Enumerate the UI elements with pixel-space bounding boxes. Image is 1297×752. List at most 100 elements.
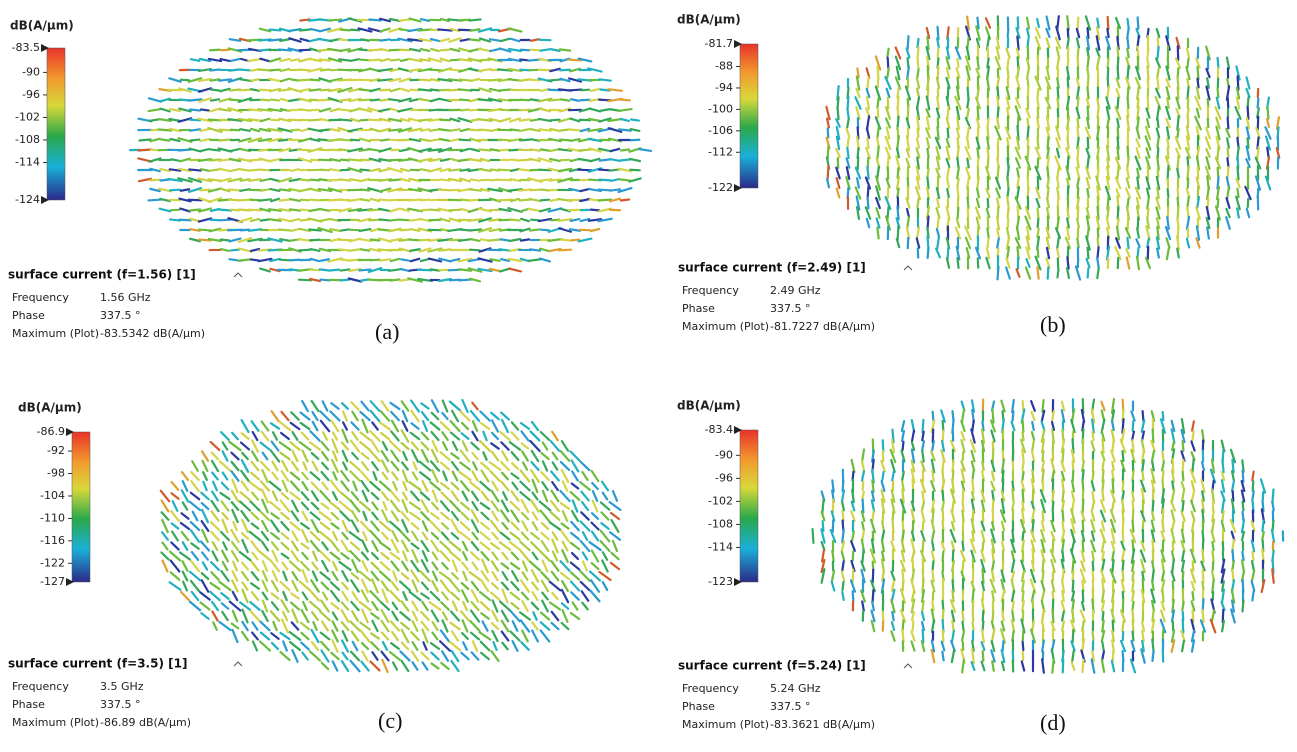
current-arrow bbox=[562, 470, 568, 482]
current-arrow bbox=[932, 471, 933, 481]
current-arrow bbox=[431, 49, 439, 51]
current-arrow bbox=[322, 622, 328, 631]
current-arrow bbox=[837, 189, 840, 198]
current-arrow bbox=[331, 523, 338, 528]
current-arrow bbox=[211, 99, 219, 100]
current-arrow bbox=[1228, 118, 1229, 129]
current-arrow bbox=[1163, 590, 1164, 602]
current-arrow bbox=[293, 451, 298, 461]
current-arrow bbox=[500, 110, 511, 111]
current-arrow bbox=[339, 562, 350, 570]
current-arrow bbox=[401, 512, 408, 520]
current-arrow bbox=[411, 492, 419, 501]
current-arrow bbox=[410, 513, 419, 519]
colorbar bbox=[47, 48, 65, 200]
current-arrow bbox=[1203, 570, 1204, 583]
current-arrow bbox=[290, 642, 300, 650]
current-arrow bbox=[603, 552, 607, 560]
current-arrow bbox=[923, 522, 924, 530]
current-arrow bbox=[917, 138, 919, 147]
current-arrow bbox=[252, 421, 259, 431]
current-arrow bbox=[1026, 267, 1030, 278]
current-arrow bbox=[837, 178, 840, 188]
current-arrow bbox=[181, 523, 189, 529]
current-arrow bbox=[1212, 531, 1215, 542]
current-arrow bbox=[322, 503, 329, 508]
current-arrow bbox=[572, 471, 578, 480]
current-arrow bbox=[958, 187, 959, 199]
current-arrow bbox=[1152, 582, 1153, 590]
current-arrow bbox=[568, 90, 581, 91]
current-arrow bbox=[499, 90, 510, 91]
current-arrow bbox=[340, 511, 349, 520]
current-arrow bbox=[372, 621, 377, 631]
current-arrow bbox=[380, 542, 390, 549]
current-arrow bbox=[1081, 611, 1085, 622]
current-arrow bbox=[1002, 522, 1004, 531]
current-arrow bbox=[1132, 432, 1134, 441]
current-arrow bbox=[520, 70, 529, 71]
current-arrow bbox=[1132, 580, 1133, 592]
current-arrow bbox=[561, 99, 570, 100]
current-arrow bbox=[192, 592, 198, 600]
current-arrow bbox=[1098, 239, 1099, 247]
collapse-icon bbox=[904, 664, 912, 668]
current-arrow bbox=[213, 622, 217, 629]
current-arrow bbox=[923, 630, 924, 643]
current-arrow bbox=[242, 540, 247, 552]
current-arrow bbox=[312, 630, 319, 642]
current-arrow bbox=[1257, 147, 1258, 159]
current-arrow bbox=[873, 590, 874, 602]
current-arrow bbox=[1197, 79, 1198, 88]
current-arrow bbox=[590, 571, 600, 580]
current-arrow bbox=[1042, 470, 1043, 483]
current-arrow bbox=[333, 472, 336, 479]
current-arrow bbox=[409, 482, 420, 490]
current-arrow bbox=[393, 482, 397, 490]
current-arrow bbox=[1192, 520, 1194, 531]
current-arrow bbox=[992, 472, 994, 481]
current-arrow bbox=[271, 561, 279, 572]
current-arrow bbox=[470, 239, 479, 241]
current-arrow bbox=[1118, 98, 1119, 109]
current-arrow bbox=[508, 259, 521, 261]
current-arrow bbox=[1242, 491, 1244, 502]
current-arrow bbox=[917, 199, 918, 208]
current-arrow bbox=[391, 553, 400, 559]
current-arrow bbox=[1242, 601, 1243, 612]
current-arrow bbox=[1217, 98, 1220, 109]
current-arrow bbox=[432, 633, 437, 640]
current-arrow bbox=[469, 189, 481, 190]
current-arrow bbox=[1198, 167, 1199, 178]
current-arrow bbox=[251, 611, 260, 621]
current-arrow bbox=[902, 421, 904, 431]
current-arrow bbox=[943, 630, 944, 641]
current-arrow bbox=[380, 522, 390, 531]
current-arrow bbox=[1123, 451, 1124, 461]
current-arrow bbox=[380, 39, 389, 40]
current-arrow bbox=[283, 592, 286, 600]
current-arrow bbox=[1167, 217, 1169, 229]
current-arrow bbox=[191, 561, 199, 571]
current-arrow bbox=[333, 432, 337, 439]
current-arrow bbox=[352, 412, 357, 421]
current-arrow bbox=[380, 482, 390, 491]
current-arrow bbox=[1067, 137, 1068, 148]
current-arrow bbox=[852, 490, 854, 502]
current-arrow bbox=[511, 582, 518, 590]
current-arrow bbox=[1192, 601, 1195, 610]
current-arrow bbox=[560, 140, 570, 141]
current-arrow bbox=[937, 237, 939, 249]
current-arrow bbox=[411, 259, 420, 261]
current-arrow bbox=[996, 189, 999, 198]
current-arrow bbox=[559, 118, 571, 121]
current-arrow bbox=[621, 149, 629, 150]
colorbar bbox=[740, 430, 758, 582]
current-arrow bbox=[603, 493, 607, 500]
current-arrow bbox=[951, 530, 955, 542]
current-arrow bbox=[191, 530, 199, 541]
current-arrow bbox=[230, 149, 241, 151]
tick-label: -108 bbox=[708, 517, 733, 530]
current-arrow bbox=[548, 99, 561, 100]
current-arrow bbox=[370, 531, 379, 541]
